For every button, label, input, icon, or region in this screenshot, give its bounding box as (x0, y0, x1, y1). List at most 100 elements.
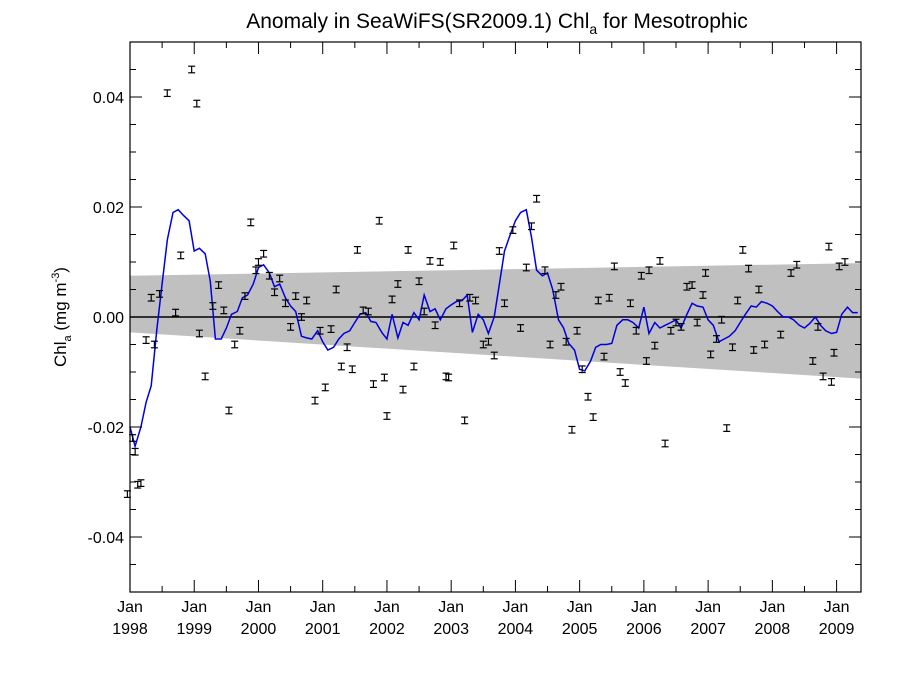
x-tick-label-month: Jan (181, 599, 207, 616)
data-point (584, 392, 592, 401)
data-point (321, 383, 329, 392)
data-point (479, 340, 487, 349)
data-point (225, 406, 233, 415)
data-point (578, 365, 586, 374)
data-point (450, 241, 458, 250)
data-point (420, 307, 428, 316)
data-point (271, 288, 279, 297)
data-point (150, 340, 158, 349)
data-point (729, 343, 737, 352)
data-point (573, 326, 581, 335)
x-tick-label-month: Jan (310, 599, 336, 616)
data-point (415, 277, 423, 286)
data-point (661, 439, 669, 448)
data-point (814, 323, 822, 331)
data-point (739, 246, 747, 254)
data-point (656, 257, 664, 265)
x-tick-label-month: Jan (117, 599, 143, 616)
data-point (131, 447, 139, 456)
x-tick-label-month: Jan (374, 599, 400, 616)
data-point (616, 368, 624, 376)
data-point (699, 291, 707, 299)
data-point (750, 346, 758, 354)
data-point (163, 89, 171, 98)
data-point (292, 292, 300, 300)
data-point (589, 413, 597, 421)
data-point (787, 269, 795, 277)
data-point (723, 424, 731, 432)
data-point (380, 373, 388, 382)
data-point (568, 425, 576, 434)
y-axis-label: Chla (mg m-3) (50, 267, 74, 367)
data-point (236, 326, 244, 335)
data-point (621, 379, 629, 387)
data-point (436, 258, 444, 266)
data-point (254, 258, 262, 266)
smoothed-line-layer (129, 208, 858, 450)
data-point (495, 247, 503, 255)
data-point (359, 306, 367, 315)
data-point (541, 266, 549, 275)
data-point (755, 285, 763, 294)
data-point (677, 323, 685, 331)
data-point (426, 257, 434, 265)
data-point (431, 321, 439, 330)
data-point (215, 281, 223, 289)
data-point (461, 416, 469, 425)
x-tick-label-month: Jan (631, 599, 657, 616)
data-point (693, 318, 701, 327)
data-point (303, 296, 311, 305)
data-point (247, 218, 255, 227)
chart-title: Anomaly in SeaWiFS(SR2009.1) Chla for Me… (246, 10, 748, 37)
data-point (562, 337, 570, 346)
data-point (745, 264, 753, 273)
data-point (281, 299, 289, 308)
x-tick-label-month: Jan (246, 599, 272, 616)
data-point (348, 365, 356, 374)
data-point (316, 326, 324, 335)
data-point (137, 479, 145, 487)
confidence-band (130, 263, 861, 379)
data-point (276, 274, 284, 283)
data-point (527, 222, 535, 231)
x-tick-label-month: Jan (567, 599, 593, 616)
y-tick-label: 0.04 (93, 90, 124, 107)
x-tick-label-year: 2008 (755, 621, 791, 638)
data-point (546, 340, 554, 349)
data-point (220, 306, 228, 315)
data-point (793, 260, 801, 269)
y-tick-label: -0.04 (88, 530, 125, 547)
data-point (600, 352, 608, 361)
data-point (557, 282, 565, 291)
data-point (533, 194, 541, 203)
data-point (761, 340, 769, 349)
data-point (298, 313, 306, 321)
data-point (311, 396, 319, 405)
data-point (626, 299, 634, 308)
data-point (734, 296, 742, 305)
data-point (466, 293, 474, 302)
data-points-layer (123, 65, 849, 498)
data-point (252, 266, 260, 275)
data-point (712, 335, 720, 343)
data-point (552, 291, 560, 299)
data-point (147, 293, 155, 302)
data-point (605, 293, 613, 302)
data-point (177, 251, 185, 260)
y-tick-label: 0.02 (93, 200, 124, 217)
data-point (172, 308, 180, 317)
data-point (337, 362, 345, 371)
chart-title-subscript: a (589, 21, 597, 37)
data-point (651, 341, 659, 350)
data-point (343, 343, 351, 352)
data-point (702, 269, 710, 277)
x-tick-label-month: Jan (824, 599, 850, 616)
x-tick-label-year: 2005 (562, 621, 598, 638)
data-point (637, 271, 645, 280)
y-tick-label: -0.02 (88, 420, 125, 437)
data-point (827, 378, 835, 386)
data-point (241, 292, 249, 300)
data-point (825, 242, 833, 251)
x-tick-label-month: Jan (759, 599, 785, 616)
data-point (327, 325, 335, 333)
